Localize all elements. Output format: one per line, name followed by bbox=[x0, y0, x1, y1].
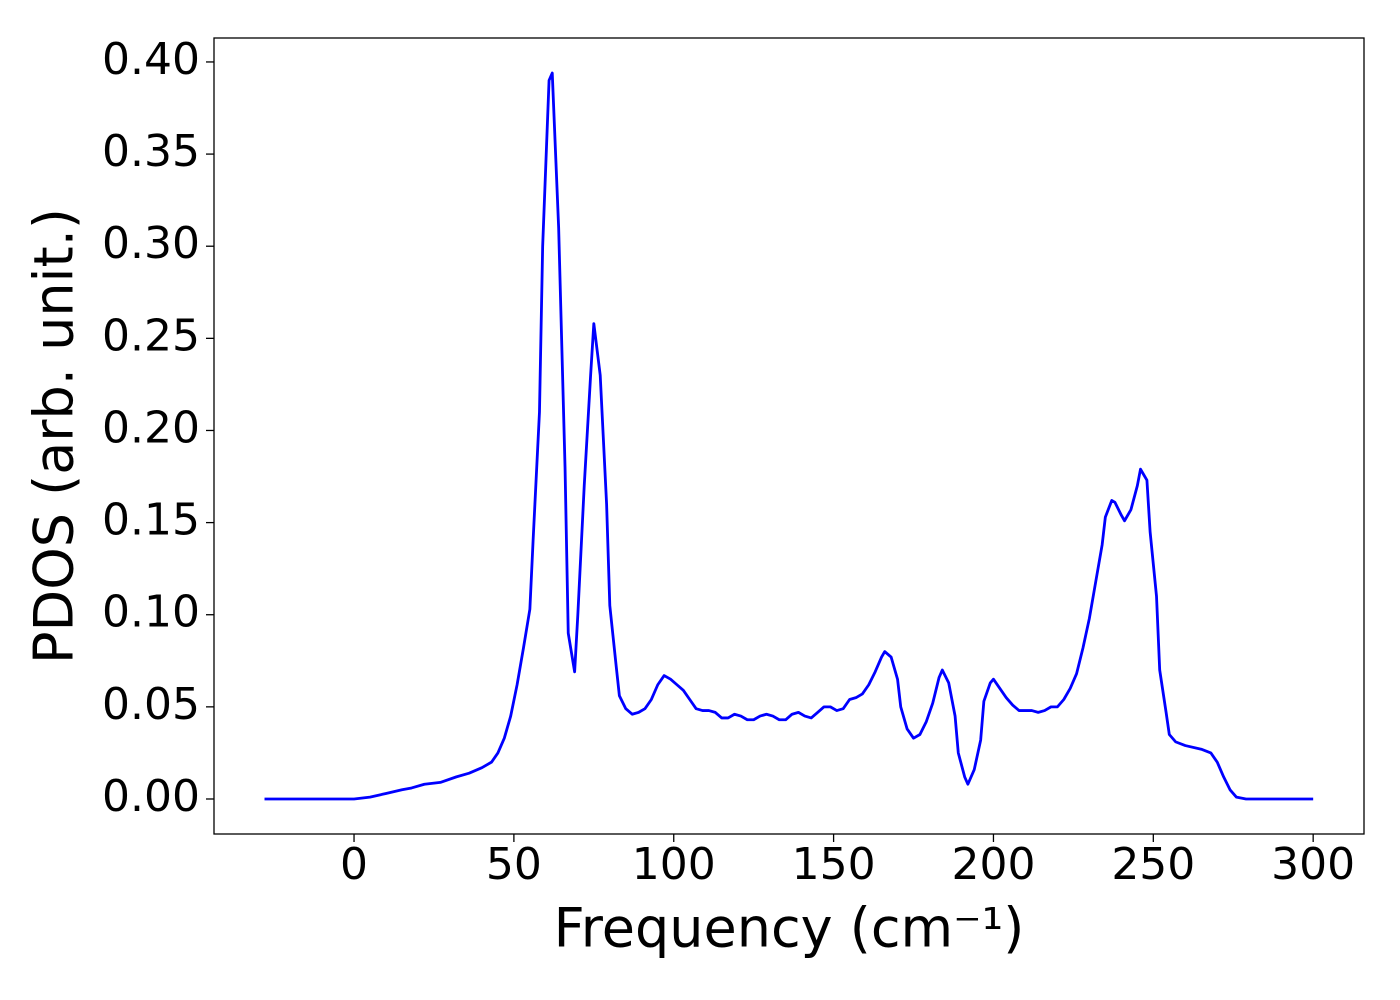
plot-frame bbox=[213, 37, 1365, 835]
x-tick-label: 200 bbox=[951, 839, 1035, 890]
x-tick-label: 250 bbox=[1111, 839, 1195, 890]
y-tick-label: 0.20 bbox=[102, 402, 200, 453]
y-tick-label: 0.05 bbox=[102, 679, 200, 730]
x-tick-label: 0 bbox=[340, 839, 368, 890]
y-tick-label: 0.35 bbox=[102, 126, 200, 177]
x-tick-label: 300 bbox=[1271, 839, 1355, 890]
x-tick-label: 150 bbox=[792, 839, 876, 890]
y-tick-label: 0.40 bbox=[102, 34, 200, 85]
y-axis-label: PDOS (arb. unit.) bbox=[23, 208, 86, 664]
x-tick-label: 50 bbox=[486, 839, 542, 890]
y-tick-label: 0.00 bbox=[102, 771, 200, 822]
x-axis-label: Frequency (cm⁻¹) bbox=[554, 897, 1025, 960]
pdos-line bbox=[264, 71, 1314, 801]
y-tick-label: 0.25 bbox=[102, 310, 200, 361]
y-tick-label: 0.10 bbox=[102, 587, 200, 638]
y-tick-label: 0.15 bbox=[102, 495, 200, 546]
x-tick-label: 100 bbox=[632, 839, 716, 890]
y-tick-label: 0.30 bbox=[102, 218, 200, 269]
